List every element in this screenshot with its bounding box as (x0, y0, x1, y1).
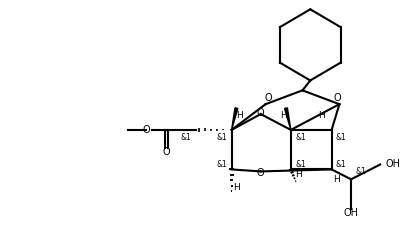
Text: H: H (295, 170, 302, 179)
Text: OH: OH (343, 208, 359, 218)
Text: &1: &1 (336, 133, 347, 142)
Text: &1: &1 (336, 160, 347, 169)
Text: &1: &1 (355, 167, 366, 176)
Text: H: H (318, 111, 325, 120)
Text: H: H (233, 183, 240, 192)
Text: &1: &1 (295, 133, 306, 142)
Text: O: O (142, 125, 150, 135)
Text: O: O (163, 147, 170, 157)
Polygon shape (285, 108, 291, 130)
Text: &1: &1 (216, 133, 227, 142)
Text: &1: &1 (216, 160, 227, 169)
Text: O: O (334, 93, 341, 103)
Text: O: O (257, 108, 264, 118)
Text: H: H (236, 111, 243, 120)
Text: H: H (333, 175, 340, 184)
Text: &1: &1 (181, 133, 191, 142)
Text: H: H (280, 111, 287, 120)
Text: OH: OH (385, 159, 400, 169)
Text: O: O (257, 168, 264, 178)
Polygon shape (232, 108, 238, 130)
Text: O: O (265, 93, 272, 103)
Text: &1: &1 (295, 160, 306, 169)
